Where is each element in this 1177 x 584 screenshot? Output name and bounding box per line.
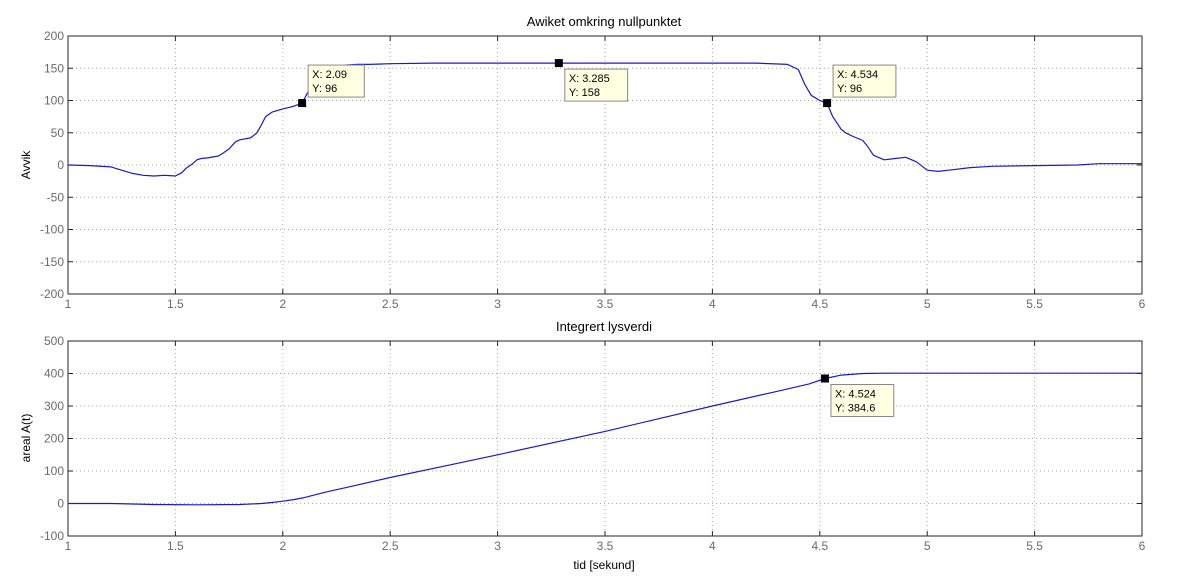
bottom-xtick-label: 3 bbox=[494, 539, 501, 553]
bottom-ytick-label: 0 bbox=[57, 497, 64, 511]
top-xtick-label: 3 bbox=[494, 297, 501, 311]
top-xtick-label: 3.5 bbox=[597, 297, 614, 311]
top-datatip-box bbox=[564, 68, 629, 102]
bottom-xtick-label: 1 bbox=[65, 539, 72, 553]
bottom-xtick-label: 5 bbox=[924, 539, 931, 553]
top-xtick-label: 4 bbox=[709, 297, 716, 311]
bottom-chart-ylabel: areal A(t) bbox=[19, 414, 33, 463]
bottom-series-line bbox=[68, 372, 1142, 506]
top-xtick-label: 5 bbox=[924, 297, 931, 311]
bottom-chart-panel: Integrert lysverdi areal A(t) tid [sekun… bbox=[19, 319, 1146, 572]
top-xtick-label: 6 bbox=[1139, 297, 1146, 311]
bottom-xtick-label: 2.5 bbox=[382, 539, 399, 553]
top-ytick-label: -100 bbox=[40, 223, 64, 237]
bottom-datatip-text: X: 4.524 bbox=[835, 389, 876, 401]
bottom-xtick-label: 2 bbox=[279, 539, 286, 553]
bottom-datatip-box bbox=[830, 384, 895, 418]
bottom-ytick-label: 400 bbox=[44, 367, 64, 381]
top-xtick-label: 5.5 bbox=[1026, 297, 1043, 311]
bottom-xtick-label: 5.5 bbox=[1026, 539, 1043, 553]
bottom-ytick-label: 200 bbox=[44, 432, 64, 446]
top-xtick-label: 1 bbox=[65, 297, 72, 311]
top-ytick-label: -150 bbox=[40, 255, 64, 269]
top-datatip-box bbox=[307, 64, 365, 98]
top-datatip-text: X: 3.285 bbox=[569, 73, 610, 85]
top-datatip-text: Y: 96 bbox=[312, 83, 337, 95]
bottom-xtick-label: 1.5 bbox=[167, 539, 184, 553]
top-datatip-text: Y: 96 bbox=[837, 83, 862, 95]
top-ytick-label: -50 bbox=[47, 190, 65, 204]
top-datatip-box bbox=[832, 64, 897, 98]
bottom-datatip-marker bbox=[820, 374, 829, 383]
top-ytick-label: 200 bbox=[44, 29, 64, 43]
bottom-chart-title: Integrert lysverdi bbox=[556, 319, 652, 334]
top-xtick-label: 2.5 bbox=[382, 297, 399, 311]
top-datatip-marker bbox=[298, 99, 307, 108]
top-ytick-label: -200 bbox=[40, 287, 64, 301]
top-xtick-label: 2 bbox=[279, 297, 286, 311]
top-xtick-label: 4.5 bbox=[811, 297, 828, 311]
bottom-xtick-label: 4.5 bbox=[811, 539, 828, 553]
top-ytick-label: 50 bbox=[51, 126, 65, 140]
top-ytick-label: 0 bbox=[57, 158, 64, 172]
top-chart-title: Awiket omkring nullpunktet bbox=[527, 14, 682, 29]
bottom-xtick-label: 3.5 bbox=[597, 539, 614, 553]
bottom-chart-xlabel: tid [sekund] bbox=[573, 558, 634, 572]
bottom-xtick-label: 4 bbox=[709, 539, 716, 553]
bottom-xtick-label: 6 bbox=[1139, 539, 1146, 553]
top-datatip-text: Y: 158 bbox=[569, 87, 600, 99]
bottom-ytick-label: 100 bbox=[44, 464, 64, 478]
top-chart-panel: Awiket omkring nullpunktet Avvik 1 1.5 2 2.… bbox=[19, 14, 1146, 311]
bottom-ytick-label: -100 bbox=[40, 529, 64, 543]
top-ytick-label: 100 bbox=[44, 94, 64, 108]
bottom-datatip-text: Y: 384.6 bbox=[835, 403, 875, 415]
top-datatip-marker bbox=[823, 99, 832, 108]
bottom-ytick-label: 300 bbox=[44, 399, 64, 413]
bottom-ytick-label: 500 bbox=[44, 334, 64, 348]
top-series-line bbox=[67, 62, 1142, 177]
top-datatip-text: X: 2.09 bbox=[312, 69, 347, 81]
top-datatip-text: X: 4.534 bbox=[837, 69, 878, 81]
top-xtick-label: 1.5 bbox=[167, 297, 184, 311]
top-ytick-label: 150 bbox=[44, 61, 64, 75]
top-datatip-marker bbox=[554, 59, 563, 68]
top-chart-ylabel: Avvik bbox=[19, 150, 33, 179]
